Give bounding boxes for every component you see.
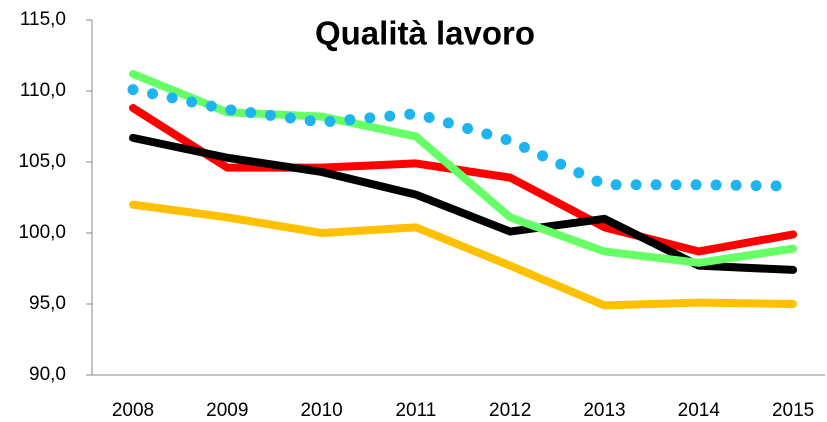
line [129, 69, 798, 267]
line [129, 104, 798, 256]
y-tick-label: 115,0 [20, 9, 66, 30]
chart-title: Qualità lavoro [315, 15, 535, 52]
y-tick-label: 105,0 [18, 151, 66, 172]
x-tick-label: 2011 [395, 400, 436, 421]
y-tick-label: 100,0 [18, 222, 66, 243]
y-tick-label: 90,0 [29, 364, 66, 385]
y-tick-label: 110,0 [20, 80, 66, 101]
x-tick-label: 2015 [772, 400, 814, 421]
line [129, 200, 798, 310]
x-tick-label: 2012 [489, 400, 531, 421]
x-tick-label: 2014 [678, 400, 721, 421]
dotted-line [127, 84, 799, 192]
y-tick-label: 95,0 [29, 293, 66, 314]
x-tick-label: 2010 [300, 400, 342, 421]
x-tick-label: 2013 [583, 400, 625, 421]
x-tick-label: 2008 [112, 400, 154, 421]
x-tick-label: 2009 [206, 400, 248, 421]
